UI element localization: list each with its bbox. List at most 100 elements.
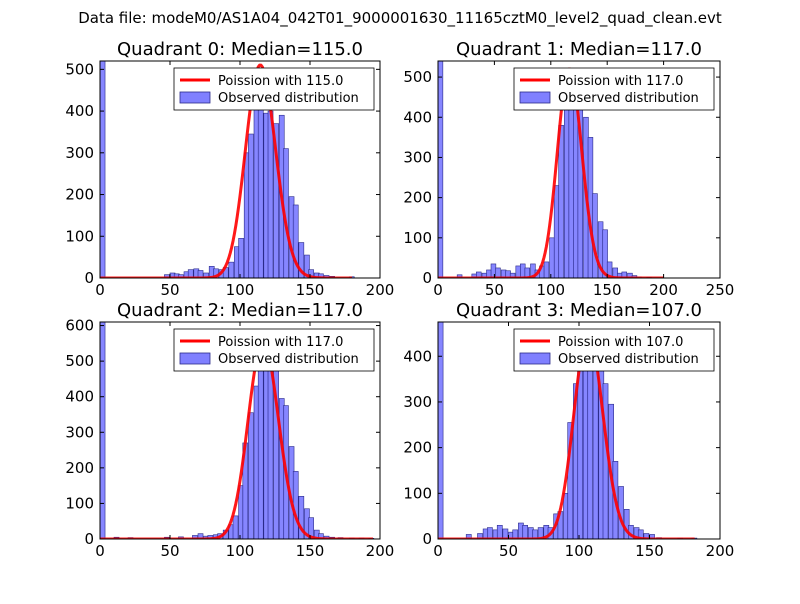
x-tick-label: 100 [226, 281, 255, 299]
x-tick-label: 0 [95, 281, 105, 299]
histogram-bar [602, 383, 609, 539]
y-tick-label: 200 [403, 439, 432, 457]
x-tick-label: 0 [433, 281, 443, 299]
subplot-2: 0 50 100 150 200 0 100 200 300 400 500 600 Quadrant … [65, 300, 394, 560]
histogram-bar [543, 261, 550, 278]
histogram-bar [502, 528, 509, 539]
legend-label-observed: Observed distribution [218, 352, 359, 367]
histogram-bar [257, 357, 264, 539]
subplot-0: 0 50 100 150 200 0 100 200 300 400 500 Quadrant 0: … [65, 39, 394, 299]
y-tick-label: 300 [403, 148, 432, 166]
y-tick-label: 300 [65, 144, 94, 162]
x-tick-label: 100 [536, 281, 565, 299]
y-tick-label: 500 [65, 352, 94, 370]
y-tick-label: 300 [403, 393, 432, 411]
y-tick-label: 400 [65, 388, 94, 406]
histogram-bar [292, 471, 299, 539]
y-tick-label: 200 [65, 459, 94, 477]
histogram-bar [100, 322, 106, 539]
histogram-bar [100, 61, 106, 278]
x-tick-label: 50 [485, 281, 504, 299]
legend-bar-swatch [519, 352, 551, 365]
x-tick-label: 150 [296, 542, 325, 560]
y-tick-label: 200 [65, 186, 94, 204]
histogram-bar [318, 533, 324, 539]
x-tick-label: 0 [95, 542, 105, 560]
legend-label-observed: Observed distribution [218, 91, 359, 106]
y-tick-label: 100 [403, 484, 432, 502]
y-tick-label: 500 [65, 60, 94, 78]
histogram-bar [476, 271, 482, 278]
histogram-bar [248, 412, 254, 539]
y-tick-label: 0 [422, 269, 432, 287]
y-tick-label: 500 [403, 68, 432, 86]
histogram-bar [438, 61, 444, 278]
histogram-bar [522, 524, 528, 539]
histogram-bar [496, 524, 503, 539]
subplot-title: Quadrant 3: Median=107.0 [456, 300, 702, 321]
legend-label-observed: Observed distribution [558, 91, 699, 106]
x-tick-label: 50 [160, 281, 179, 299]
histogram-bar [267, 110, 274, 278]
y-tick-label: 400 [65, 102, 94, 120]
subplot-title: Quadrant 0: Median=115.0 [117, 39, 363, 60]
y-tick-label: 400 [403, 108, 432, 126]
histogram-bar [203, 272, 209, 278]
y-tick-label: 100 [65, 227, 94, 245]
x-tick-label: 150 [635, 542, 664, 560]
y-tick-label: 100 [403, 229, 432, 247]
histogram-bar [228, 261, 235, 278]
x-tick-label: 150 [593, 281, 622, 299]
histogram-bar [248, 133, 254, 278]
subplot-3: 0 50 100 150 200 0 100 200 300 400 Quadrant 3: Med… [403, 300, 734, 560]
histogram-bar [308, 517, 314, 539]
y-tick-label: 300 [65, 423, 94, 441]
x-tick-label: 200 [706, 542, 735, 560]
plot-area [100, 61, 355, 278]
legend-label-observed: Observed distribution [558, 352, 699, 367]
histogram-bar [456, 274, 463, 278]
x-tick-label: 0 [433, 542, 443, 560]
x-tick-label: 150 [296, 281, 325, 299]
legend-label-poisson: Poission with 115.0 [218, 74, 343, 89]
x-tick-label: 200 [649, 281, 678, 299]
legend-label-poisson: Poission with 117.0 [218, 335, 343, 350]
histogram-bar [532, 529, 538, 539]
figure-suptitle: Data file: modeM0/AS1A04_042T01_90000016… [78, 9, 722, 27]
histogram-bar [637, 529, 644, 539]
legend-bar-swatch [179, 91, 211, 104]
x-tick-label: 100 [226, 542, 255, 560]
histogram-bar [520, 263, 526, 278]
histogram-bar [238, 238, 244, 278]
y-tick-label: 600 [65, 317, 94, 335]
histogram-bar [515, 265, 521, 278]
legend-bar-swatch [179, 352, 211, 365]
histogram-bar [465, 534, 472, 539]
y-tick-label: 0 [84, 530, 94, 548]
histogram-bar [524, 267, 531, 278]
histogram-bar [197, 270, 204, 278]
subplot-title: Quadrant 1: Median=117.0 [456, 39, 702, 60]
legend-bar-swatch [519, 91, 551, 104]
y-tick-label: 200 [403, 189, 432, 207]
histogram-bar [197, 533, 204, 539]
histogram-bar [495, 267, 501, 278]
histogram-bar [573, 96, 579, 278]
histogram-bar [318, 273, 324, 278]
histogram-bar [192, 535, 198, 539]
histogram-bar [621, 271, 628, 278]
histogram-bar [606, 261, 613, 278]
legend-label-poisson: Poission with 107.0 [558, 335, 683, 350]
histogram-bar [438, 322, 444, 539]
x-tick-label: 200 [366, 542, 395, 560]
histogram-bar [292, 204, 299, 278]
axes-frame [437, 60, 721, 279]
histogram-bar [553, 185, 560, 278]
y-tick-label: 400 [403, 347, 432, 365]
histogram-bar [232, 515, 239, 539]
histogram-bar [487, 527, 493, 539]
histogram-bar [564, 102, 570, 278]
x-tick-label: 50 [499, 542, 518, 560]
x-tick-label: 50 [160, 542, 179, 560]
